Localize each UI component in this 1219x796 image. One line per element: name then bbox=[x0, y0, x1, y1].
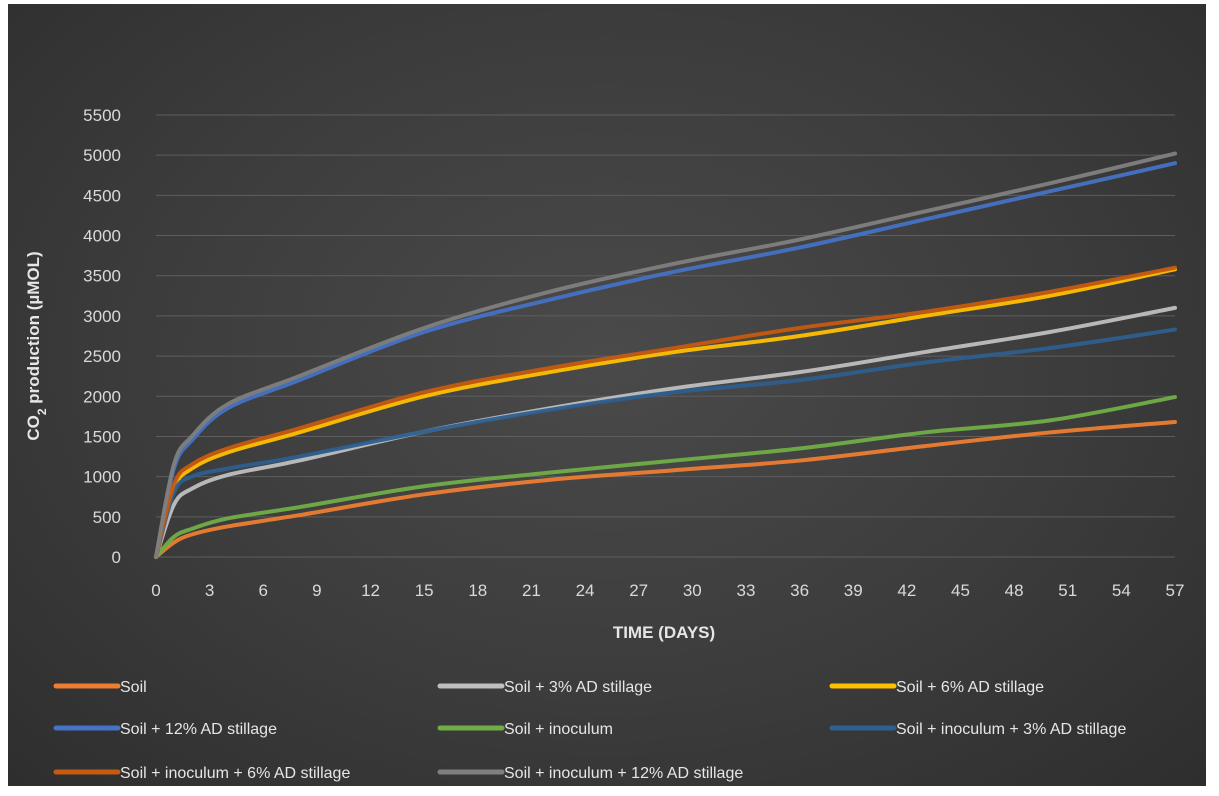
y-tick-label: 3000 bbox=[83, 307, 121, 326]
y-tick-label: 2000 bbox=[83, 387, 121, 406]
x-tick-label: 3 bbox=[205, 581, 214, 600]
x-tick-label: 15 bbox=[415, 581, 434, 600]
y-axis-ticks: 0 500 1000 1500 2000 2500 3000 3500 4000 4500 5000… bbox=[83, 106, 121, 567]
series-line bbox=[154, 265, 1177, 559]
series-line bbox=[154, 151, 1177, 559]
y-tick-label: 4500 bbox=[83, 186, 121, 205]
y-tick-label: 3500 bbox=[83, 267, 121, 286]
legend-label: Soil + 3% AD stillage bbox=[504, 679, 652, 696]
x-tick-label: 45 bbox=[951, 581, 970, 600]
x-tick-label: 0 bbox=[151, 581, 160, 600]
series-line bbox=[154, 267, 1177, 559]
x-tick-label: 51 bbox=[1058, 581, 1077, 600]
x-tick-label: 33 bbox=[736, 581, 755, 600]
y-tick-label: 1500 bbox=[83, 427, 121, 446]
y-tick-label: 5000 bbox=[83, 146, 121, 165]
legend: Soil Soil + 3% AD stillage Soil + 6% AD st… bbox=[53, 679, 1126, 782]
chart-background bbox=[8, 4, 1206, 786]
series-line bbox=[154, 419, 1177, 559]
y-axis-title: CO2 production (µMOL) bbox=[24, 251, 49, 440]
x-tick-label: 27 bbox=[629, 581, 648, 600]
series-lines bbox=[154, 151, 1177, 559]
y-tick-label: 2500 bbox=[83, 347, 121, 366]
y-tick-label: 500 bbox=[93, 508, 121, 527]
x-tick-label: 9 bbox=[312, 581, 321, 600]
x-tick-label: 54 bbox=[1112, 581, 1131, 600]
x-tick-label: 6 bbox=[259, 581, 268, 600]
x-tick-label: 12 bbox=[361, 581, 380, 600]
legend-label: Soil bbox=[120, 679, 147, 696]
series-line bbox=[154, 395, 1177, 559]
y-tick-label: 4000 bbox=[83, 227, 121, 246]
x-tick-label: 24 bbox=[576, 581, 595, 600]
x-axis-title: TIME (DAYS) bbox=[613, 623, 715, 642]
x-tick-label: 18 bbox=[468, 581, 487, 600]
legend-label: Soil + inoculum bbox=[504, 721, 613, 738]
x-tick-label: 30 bbox=[683, 581, 702, 600]
legend-label: Soil + inoculum + 6% AD stillage bbox=[120, 765, 350, 782]
legend-label: Soil + 6% AD stillage bbox=[896, 679, 1044, 696]
x-tick-label: 57 bbox=[1166, 581, 1185, 600]
legend-label: Soil + 12% AD stillage bbox=[120, 721, 277, 738]
series-line bbox=[154, 305, 1177, 559]
y-tick-label: 1000 bbox=[83, 468, 121, 487]
x-tick-label: 48 bbox=[1005, 581, 1024, 600]
x-tick-label: 36 bbox=[790, 581, 809, 600]
series-line bbox=[154, 327, 1177, 559]
y-tick-label: 0 bbox=[112, 548, 121, 567]
y-tick-label: 5500 bbox=[83, 106, 121, 125]
legend-label: Soil + inoculum + 12% AD stillage bbox=[504, 765, 743, 782]
x-tick-label: 42 bbox=[897, 581, 916, 600]
x-tick-label: 21 bbox=[522, 581, 541, 600]
x-tick-label: 39 bbox=[844, 581, 863, 600]
legend-label: Soil + inoculum + 3% AD stillage bbox=[896, 721, 1126, 738]
series-line bbox=[154, 161, 1177, 559]
x-axis-ticks: 0 3 6 9 12 15 18 21 24 27 30 33 36 39 42 45 48 51 54 57 bbox=[151, 581, 1184, 600]
